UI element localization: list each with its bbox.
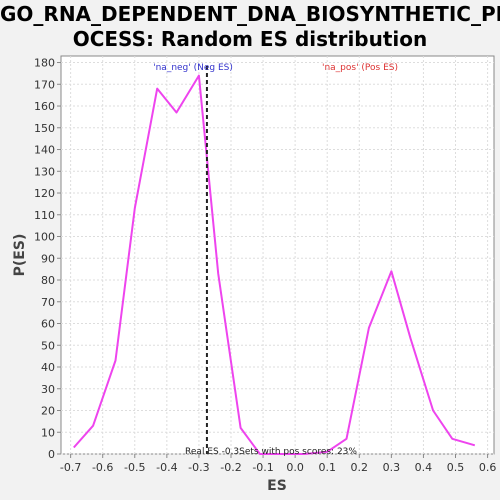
axis-ticks: 0 10 20 30 40 50 60 70 80 90 100 110 120 130 140 150 160… (34, 57, 496, 474)
x-tick-label: -0.5 (124, 461, 145, 474)
neg-es-label: 'na_neg' (Neg ES) (153, 63, 233, 73)
x-tick-label: -0.7 (60, 461, 81, 474)
y-tick-label: 120 (34, 187, 55, 200)
x-tick-label: 0.5 (447, 461, 465, 474)
x-tick-label: 0.3 (383, 461, 401, 474)
plot-area (60, 55, 495, 455)
x-tick-label: 0.1 (318, 461, 336, 474)
x-tick-label: -0.6 (92, 461, 113, 474)
y-tick-label: 90 (41, 252, 55, 265)
y-tick-label: 110 (34, 209, 55, 222)
y-tick-label: 140 (34, 144, 55, 157)
chart-title-line-2: OCESS: Random ES distribution (72, 27, 428, 51)
y-tick-label: 150 (34, 122, 55, 135)
y-tick-label: 30 (41, 383, 55, 396)
grid-lines (61, 56, 494, 455)
y-tick-label: 160 (34, 100, 55, 113)
y-tick-label: 80 (41, 274, 55, 287)
y-tick-label: 40 (41, 361, 55, 374)
y-axis-title: P(ES) (12, 234, 28, 277)
x-axis-title: ES (267, 478, 287, 494)
x-tick-label: -0.4 (156, 461, 177, 474)
y-tick-label: 50 (41, 339, 55, 352)
y-tick-label: 130 (34, 165, 55, 178)
x-tick-label: 0.0 (286, 461, 304, 474)
y-tick-label: 60 (41, 318, 55, 331)
y-tick-label: 170 (34, 78, 55, 91)
real-es-annotation: Real ES -0.3Sets with pos scores: 23% (185, 447, 357, 457)
y-tick-label: 180 (34, 57, 55, 70)
chart-title: GO_RNA_DEPENDENT_DNA_BIOSYNTHETIC_PR OCE… (0, 2, 500, 52)
chart-title-line-1: GO_RNA_DEPENDENT_DNA_BIOSYNTHETIC_PR (0, 2, 500, 26)
y-tick-label: 10 (41, 426, 55, 439)
y-tick-label: 20 (41, 405, 55, 418)
pos-es-label: 'na_pos' (Pos ES) (322, 63, 398, 73)
x-tick-label: -0.3 (188, 461, 209, 474)
x-tick-label: -0.1 (252, 461, 273, 474)
y-tick-label: 0 (48, 448, 55, 461)
x-tick-label: 0.4 (415, 461, 433, 474)
x-tick-label: 0.6 (479, 461, 497, 474)
x-tick-label: 0.2 (351, 461, 369, 474)
y-tick-label: 70 (41, 296, 55, 309)
x-tick-label: -0.2 (220, 461, 241, 474)
y-tick-label: 100 (34, 231, 55, 244)
es-distribution-line (73, 74, 476, 455)
series-layer (73, 66, 476, 455)
